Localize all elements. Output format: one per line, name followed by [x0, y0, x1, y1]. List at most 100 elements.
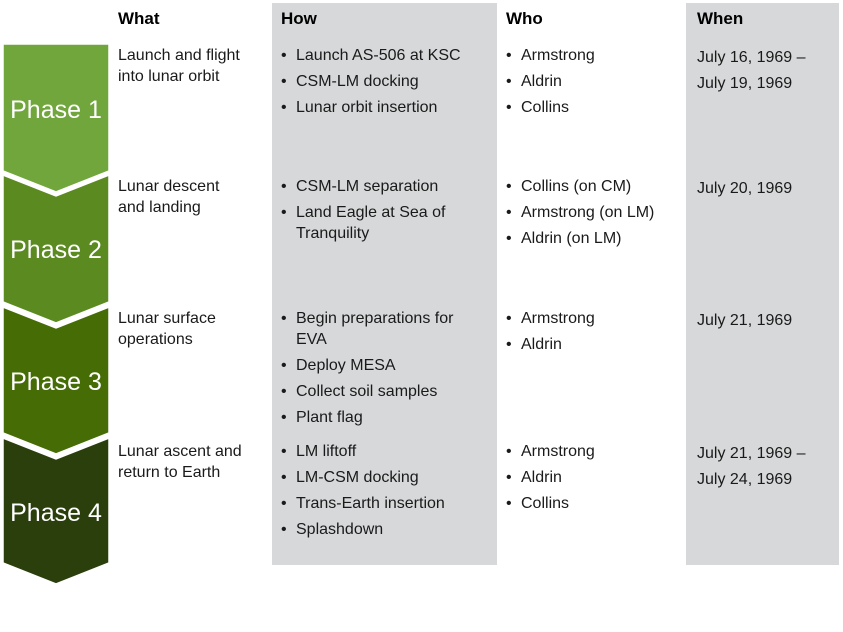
bullet-icon: • [281, 99, 287, 116]
bullet-icon: • [506, 99, 512, 116]
phase-3-how-cell: • Begin preparations for EVA • Deploy MESA… [280, 308, 492, 433]
bullet-item: • Armstrong [505, 441, 681, 462]
bullet-item: • Armstrong [505, 45, 681, 66]
bullet-text: Collins [521, 99, 570, 116]
bullet-icon: • [506, 178, 512, 195]
bullet-item: • Begin preparations for EVA [280, 308, 492, 350]
bullet-text: CSM-LM separation [296, 178, 439, 195]
phase-3-what-cell: Lunar surface operations [118, 310, 216, 348]
when-column-background [686, 3, 839, 565]
bullet-item: • Deploy MESA [280, 355, 492, 376]
bullet-item: • Lunar orbit insertion [280, 97, 492, 118]
phase-chevron-stack [2, 43, 110, 585]
bullet-icon: • [506, 443, 512, 460]
how-column-background [272, 3, 497, 565]
bullet-item: • CSM-LM docking [280, 71, 492, 92]
bullet-icon: • [506, 230, 512, 247]
phase-2-how-cell: • CSM-LM separation • Land Eagle at Sea of… [280, 176, 492, 249]
phase-4-who-cell: • Armstrong • Aldrin • Collins [505, 441, 681, 519]
bullet-item: • LM liftoff [280, 441, 492, 462]
bullet-item: • Armstrong [505, 308, 681, 329]
bullet-icon: • [506, 310, 512, 327]
phase-2-chevron [2, 173, 110, 324]
bullet-item: • Land Eagle at Sea of Tranquility [280, 202, 492, 244]
bullet-item: • Trans-Earth insertion [280, 493, 492, 514]
phase-1-what-cell: Launch and flight into lunar orbit [118, 47, 240, 85]
phase-4-how-cell: • LM liftoff • LM-CSM docking • Trans-Earth… [280, 441, 492, 545]
bullet-icon: • [281, 178, 287, 195]
bullet-item: • Plant flag [280, 407, 492, 428]
phase-1-label: Phase 1 [10, 96, 102, 124]
bullet-text: Armstrong [521, 47, 595, 64]
phase-2-label: Phase 2 [10, 236, 102, 264]
bullet-icon: • [506, 73, 512, 90]
phase-4-when-cell: July 21, 1969 – July 24, 1969 [697, 445, 806, 488]
bullet-text: Splashdown [296, 521, 384, 538]
bullet-icon: • [506, 336, 512, 353]
phase-3-when-cell: July 21, 1969 [697, 312, 793, 329]
phase-3-who-cell: • Armstrong • Aldrin [505, 308, 681, 360]
phase-1-when-cell: July 16, 1969 – July 19, 1969 [697, 49, 806, 92]
bullet-text: Aldrin [521, 469, 562, 486]
bullet-text: Lunar orbit insertion [296, 99, 438, 116]
bullet-icon: • [281, 204, 287, 221]
bullet-text: Trans-Earth insertion [296, 495, 445, 512]
bullet-icon: • [281, 383, 287, 400]
bullet-text: Launch AS-506 at KSC [296, 47, 461, 64]
bullet-item: • Collins [505, 493, 681, 514]
bullet-text: Collect soil samples [296, 383, 438, 400]
bullet-item: • CSM-LM separation [280, 176, 492, 197]
phase-3-chevron [2, 305, 110, 455]
bullet-icon: • [281, 521, 287, 538]
bullet-item: • Splashdown [280, 519, 492, 540]
bullet-icon: • [506, 47, 512, 64]
bullet-text: Aldrin [521, 336, 562, 353]
bullet-text: LM-CSM docking [296, 469, 419, 486]
bullet-item: • Collins [505, 97, 681, 118]
bullet-text: Land Eagle at Sea of Tranquility [296, 204, 446, 242]
bullet-item: • Collins (on CM) [505, 176, 681, 197]
bullet-icon: • [281, 357, 287, 374]
column-header-what: What [118, 9, 160, 28]
bullet-icon: • [281, 469, 287, 486]
bullet-icon: • [281, 47, 287, 64]
bullet-icon: • [506, 469, 512, 486]
phase-3-label: Phase 3 [10, 368, 102, 396]
bullet-text: CSM-LM docking [296, 73, 419, 90]
phase-2-what-cell: Lunar descent and landing [118, 178, 220, 216]
bullet-text: Aldrin [521, 73, 562, 90]
column-header-how: How [281, 9, 317, 28]
bullet-item: • Aldrin [505, 334, 681, 355]
bullet-icon: • [281, 73, 287, 90]
bullet-text: Collins (on CM) [521, 178, 632, 195]
bullet-icon: • [506, 204, 512, 221]
bullet-text: Aldrin (on LM) [521, 230, 622, 247]
phase-4-what-cell: Lunar ascent and return to Earth [118, 443, 242, 481]
bullet-text: LM liftoff [296, 443, 357, 460]
bullet-icon: • [281, 495, 287, 512]
phase-1-how-cell: • Launch AS-506 at KSC • CSM-LM docking • L… [280, 45, 492, 123]
phase-4-chevron [2, 436, 110, 585]
phase-2-who-cell: • Collins (on CM) • Armstrong (on LM) • Ald… [505, 176, 681, 254]
bullet-icon: • [281, 310, 287, 327]
bullet-text: Armstrong [521, 443, 595, 460]
bullet-text: Armstrong [521, 310, 595, 327]
phase-1-who-cell: • Armstrong • Aldrin • Collins [505, 45, 681, 123]
bullet-text: Plant flag [296, 409, 363, 426]
phase-1-chevron [2, 43, 110, 193]
bullet-item: • Launch AS-506 at KSC [280, 45, 492, 66]
bullet-text: Deploy MESA [296, 357, 396, 374]
bullet-icon: • [281, 443, 287, 460]
bullet-item: • Armstrong (on LM) [505, 202, 681, 223]
column-header-who: Who [506, 9, 543, 28]
bullet-item: • Aldrin [505, 467, 681, 488]
bullet-icon: • [506, 495, 512, 512]
bullet-item: • Aldrin (on LM) [505, 228, 681, 249]
bullet-item: • Collect soil samples [280, 381, 492, 402]
bullet-item: • Aldrin [505, 71, 681, 92]
bullet-text: Armstrong (on LM) [521, 204, 655, 221]
bullet-icon: • [281, 409, 287, 426]
bullet-text: Collins [521, 495, 570, 512]
bullet-text: Begin preparations for EVA [296, 310, 454, 348]
